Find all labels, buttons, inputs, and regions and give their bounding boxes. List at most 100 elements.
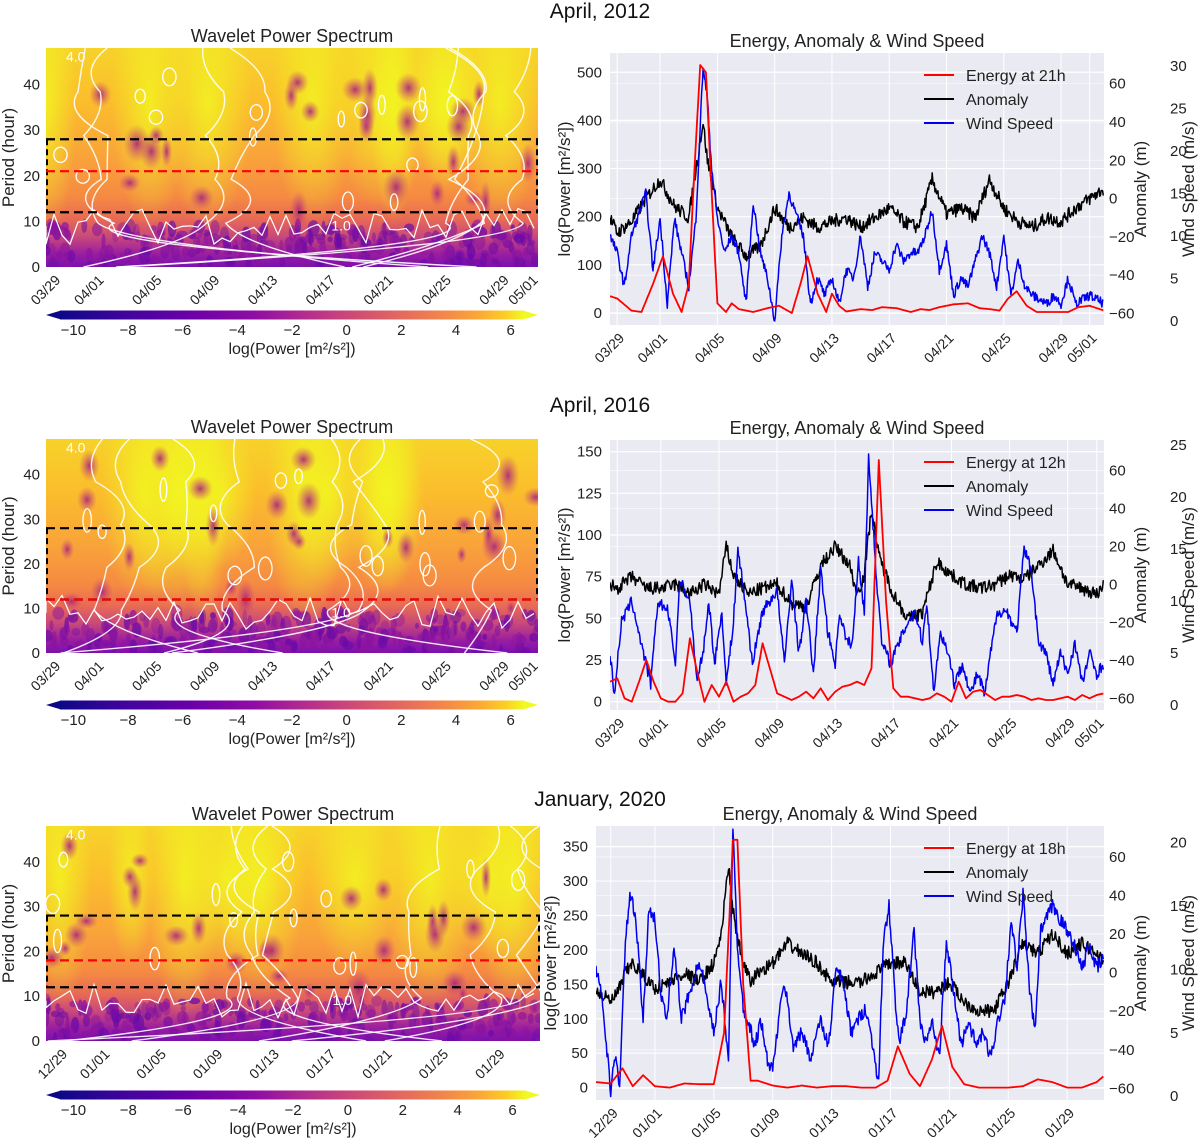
colorbar-tick-label: −6: [175, 1102, 192, 1119]
colorbar-max-arrow: [523, 310, 538, 320]
y-tick-label: 30: [23, 122, 40, 139]
y2-tick-label: 20: [1109, 926, 1126, 943]
power-low-speckle: [99, 639, 105, 653]
power-low-speckle: [399, 234, 408, 247]
contour-ring: [134, 88, 146, 104]
contour-ring: [227, 565, 243, 586]
power-low-region: [90, 577, 113, 607]
power-low-speckle: [480, 249, 488, 258]
contour-line: [384, 826, 503, 1041]
colorbar: [60, 310, 524, 320]
colorbar-tick-label: −8: [119, 712, 136, 729]
power-low-speckle: [521, 647, 531, 653]
x-tick-label: 04/25: [418, 272, 454, 308]
power-low-speckle: [392, 1032, 398, 1041]
power-low-region: [268, 968, 289, 985]
power-low-speckle: [526, 241, 535, 256]
row-title-2016: April, 2016: [549, 394, 651, 417]
power-low-region: [457, 984, 468, 1004]
power-low-speckle: [433, 647, 439, 653]
power-low-speckle: [368, 243, 377, 254]
power-low-region: [295, 481, 322, 520]
contour-ring: [46, 893, 61, 915]
contour-line: [116, 48, 473, 267]
power-low-speckle: [201, 1001, 209, 1014]
y2-tick-label: −40: [1109, 267, 1134, 284]
power-low-speckle: [157, 643, 164, 653]
power-low-region: [424, 916, 446, 953]
contour-ring: [53, 146, 68, 164]
power-low-region: [160, 136, 173, 168]
contour-line: [82, 48, 477, 267]
power-low-speckle: [285, 638, 293, 646]
x-tick-label: 01/05: [688, 1105, 724, 1141]
colorbar-tick-label: −6: [174, 322, 191, 339]
power-low-speckle: [85, 247, 93, 263]
colorbar-tick-label: 2: [397, 712, 405, 729]
power-low-speckle: [365, 1033, 373, 1041]
power-low-speckle: [414, 622, 420, 629]
power-low-region: [122, 542, 136, 572]
power-low-speckle: [447, 626, 452, 640]
x-tick-label: 04/25: [984, 715, 1020, 751]
power-low-speckle: [500, 1027, 510, 1041]
contour-ring: [395, 954, 409, 970]
y2-tick-label: 0: [1109, 577, 1117, 594]
y2-tick-label: 60: [1109, 849, 1126, 866]
colorbar-tick-label: −2: [284, 1102, 301, 1119]
x-tick-label: 04/09: [186, 272, 222, 308]
power-low-speckle: [515, 632, 523, 646]
power-low-speckle: [423, 637, 435, 651]
power-low-speckle: [412, 1003, 420, 1021]
y2-tick-label: −20: [1109, 1003, 1134, 1020]
power-low-region: [341, 76, 369, 103]
power-low-speckle: [433, 625, 439, 633]
power-low-speckle: [398, 631, 403, 648]
power-low-speckle: [335, 624, 346, 634]
y-tick-label: 500: [577, 64, 602, 81]
contour-label: 1.0: [331, 218, 351, 234]
plot-background: [610, 53, 1104, 325]
power-low-speckle: [381, 999, 388, 1017]
y2-tick-label: 40: [1109, 500, 1126, 517]
x-tick-label: 01/05: [133, 1046, 169, 1082]
power-low-speckle: [280, 646, 293, 653]
colorbar: [60, 1090, 526, 1100]
y3-tick-label: 25: [1170, 437, 1187, 454]
y-tick-label: 25: [585, 652, 602, 669]
x-tick-label: 01/17: [865, 1105, 901, 1141]
contour-ring: [337, 110, 346, 128]
power-low-speckle: [81, 622, 90, 637]
power-low-speckle: [513, 233, 525, 244]
x-tick-label: 05/01: [505, 272, 541, 308]
contour-line: [463, 439, 508, 653]
power-low-speckle: [63, 623, 70, 636]
power-low-speckle: [464, 628, 474, 644]
series-line-wind-speed: [610, 453, 1104, 697]
colorbar-tick-label: 4: [452, 322, 460, 339]
power-low-speckle: [489, 224, 496, 240]
colorbar-label: log(Power [m²/s²]): [229, 1121, 356, 1138]
contour-line: [118, 48, 532, 267]
x-tick-label: 04/01: [634, 330, 670, 366]
colorbar: [60, 700, 524, 710]
contour-ring: [418, 87, 427, 112]
power-low-speckle: [403, 223, 415, 233]
y-tick-label: 40: [23, 77, 40, 94]
y-axis-label: log(Power [m²/s²]): [555, 121, 574, 256]
colorbar-tick-label: −4: [229, 322, 246, 339]
power-low-speckle: [59, 629, 64, 646]
y-tick-label: 0: [32, 645, 40, 662]
x-tick-label: 04/13: [809, 715, 845, 751]
power-low-speckle: [191, 618, 198, 631]
power-low-speckle: [339, 635, 348, 647]
contour-line-low: [46, 207, 535, 246]
power-low-speckle: [248, 1030, 253, 1041]
power-low-speckle: [526, 610, 537, 627]
power-low-speckle: [176, 230, 188, 238]
x-tick-label: 01/17: [302, 1046, 338, 1082]
power-low-speckle: [49, 636, 57, 653]
power-low-speckle: [371, 995, 383, 1007]
contour-line-low: [46, 981, 535, 1020]
